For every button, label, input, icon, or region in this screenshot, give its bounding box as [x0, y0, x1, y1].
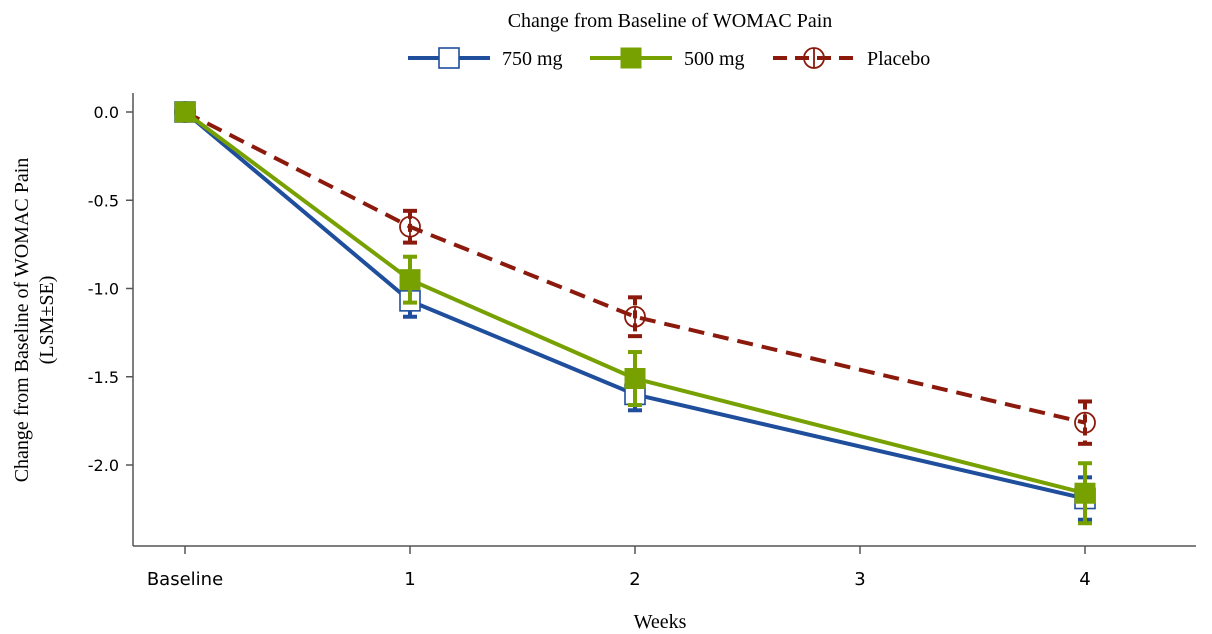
x-tick-label: 4: [1079, 569, 1090, 590]
legend-swatch-marker: [438, 47, 460, 69]
y-tick-label: -0.5: [88, 191, 119, 210]
data-point: [399, 269, 421, 291]
series-line: [183, 110, 1086, 501]
series-line: [184, 110, 1086, 425]
data-point: [624, 368, 646, 390]
plot-area: [174, 101, 1096, 526]
x-tick-label: Baseline: [147, 569, 223, 590]
legend-item-placebo: Placebo: [773, 47, 930, 70]
legend-label: 500 mg: [684, 48, 745, 70]
y-axis-label-line-2: (LSM±SE): [36, 276, 58, 365]
x-tick-label: 3: [854, 569, 865, 590]
x-ticks: Baseline 1 2 3 4: [147, 546, 1091, 590]
axes: [132, 93, 1196, 547]
y-axis-label: Change from Baseline of WOMAC Pain (LSM±…: [11, 158, 58, 483]
series-500-mg: [174, 101, 1096, 526]
series-placebo: [174, 101, 1096, 446]
y-axis-label-line-1: Change from Baseline of WOMAC Pain: [11, 158, 33, 483]
error-bar: [1078, 399, 1092, 446]
data-point: [1074, 482, 1096, 504]
chart-title: Change from Baseline of WOMAC Pain: [508, 10, 833, 32]
legend-swatch-marker: [620, 47, 642, 69]
series-line: [183, 110, 1086, 496]
y-tick-label: 0.0: [94, 103, 119, 122]
x-axis-label: Weeks: [634, 611, 687, 633]
x-tick-label: 2: [629, 569, 640, 590]
y-tick-label: -1.5: [88, 368, 119, 387]
legend-item-750-mg: 750 mg: [408, 47, 563, 70]
y-ticks: 0.0 -0.5 -1.0 -1.5 -2.0: [88, 103, 133, 475]
legend: 750 mg 500 mg Placebo: [408, 47, 930, 70]
x-tick-label: 1: [404, 569, 415, 590]
legend-label: 750 mg: [502, 48, 563, 70]
y-tick-label: -1.0: [88, 280, 119, 299]
data-point: [174, 101, 196, 123]
y-tick-label: -2.0: [88, 456, 119, 475]
legend-item-500-mg: 500 mg: [590, 47, 745, 70]
legend-label: Placebo: [867, 48, 930, 70]
